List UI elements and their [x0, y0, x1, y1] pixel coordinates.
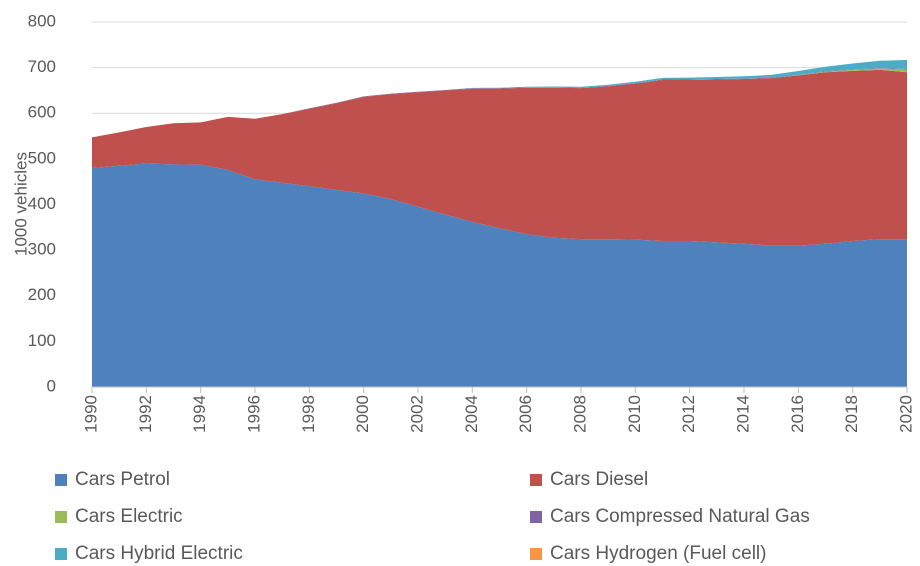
x-tick-label: 2010 [625, 395, 644, 433]
x-tick-label: 2016 [788, 395, 807, 433]
x-tick-label: 2012 [679, 395, 698, 433]
x-tick-label: 2002 [407, 395, 426, 433]
area [92, 69, 907, 246]
legend-swatch [55, 511, 67, 523]
legend-label: Cars Diesel [550, 469, 648, 490]
legend-swatch [530, 511, 542, 523]
y-tick-label: 700 [28, 57, 56, 76]
y-tick-label: 400 [28, 194, 56, 213]
legend-label: Cars Petrol [75, 469, 170, 490]
x-tick-label: 2014 [733, 395, 752, 433]
y-tick-label: 300 [28, 240, 56, 259]
legend-swatch [55, 474, 67, 486]
legend-swatch [530, 474, 542, 486]
x-tick-label: 1998 [299, 395, 318, 433]
x-tick-label: 1992 [136, 395, 155, 433]
x-tick-label: 2020 [896, 395, 915, 433]
area [92, 59, 907, 138]
x-tick-label: 2006 [516, 395, 535, 433]
legend-swatch [55, 548, 67, 560]
legend-swatch [530, 548, 542, 560]
x-tick-label: 2008 [570, 395, 589, 433]
legend-label: Cars Electric [75, 506, 183, 527]
y-tick-label: 500 [28, 148, 56, 167]
y-tick-label: 100 [28, 331, 56, 350]
y-tick-label: 800 [28, 11, 56, 30]
x-tick-label: 1990 [81, 395, 100, 433]
y-tick-label: 200 [28, 285, 56, 304]
y-axis-title: 1000 vehicles [11, 152, 30, 256]
legend-label: Cars Hybrid Electric [75, 543, 243, 564]
x-tick-label: 1996 [244, 395, 263, 433]
x-tick-label: 2004 [462, 395, 481, 433]
legend-label: Cars Compressed Natural Gas [550, 506, 810, 527]
legend-label: Cars Hydrogen (Fuel cell) [550, 543, 766, 564]
area [92, 163, 907, 387]
x-tick-label: 2000 [353, 395, 372, 433]
x-tick-label: 2018 [842, 395, 861, 433]
legend: Cars Petrol Cars Diesel Cars Electric Cars … [55, 469, 810, 564]
y-tick-label: 600 [28, 103, 56, 122]
y-tick-label: 0 [47, 376, 56, 395]
x-tick-label: 1994 [190, 395, 209, 433]
